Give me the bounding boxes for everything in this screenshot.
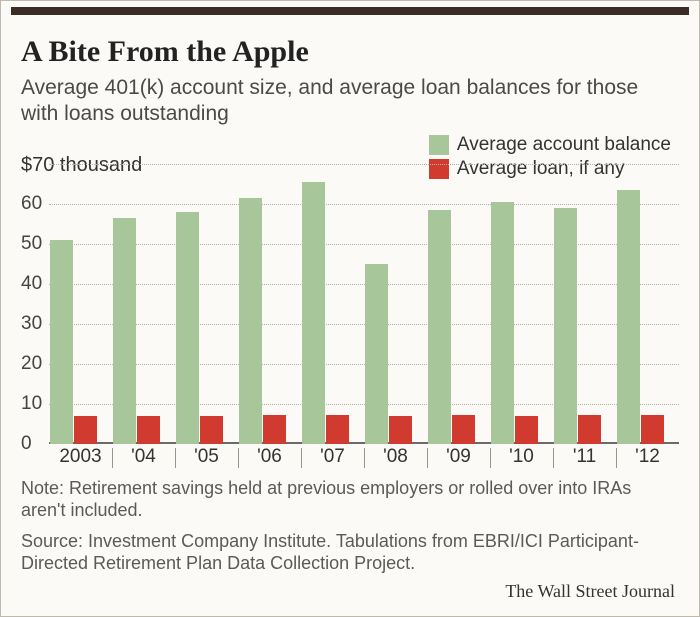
- bar-account: [176, 212, 199, 444]
- y-tick: 0: [21, 433, 47, 455]
- x-tick: '09: [446, 446, 471, 468]
- bar-account: [239, 198, 262, 444]
- bar-loan: [389, 416, 412, 444]
- chart: $70 thousand Average account balance Ave…: [21, 134, 681, 469]
- y-tick: 50: [21, 233, 47, 255]
- legend-item-account: Average account balance: [429, 134, 671, 156]
- gridline: [49, 204, 679, 205]
- x-tick: '05: [194, 446, 219, 468]
- bar-loan: [326, 415, 349, 444]
- bar-account: [113, 218, 136, 444]
- gridline: [49, 244, 679, 245]
- bar-loan: [578, 415, 601, 443]
- bar-loan: [452, 415, 475, 443]
- gridline: [49, 324, 679, 325]
- y-tick: 60: [21, 193, 47, 215]
- gridline: [49, 164, 679, 165]
- x-tick: '04: [131, 446, 156, 468]
- legend-swatch-account: [429, 135, 449, 155]
- x-tick: '10: [509, 446, 534, 468]
- bar-account: [365, 264, 388, 444]
- y-tick: 20: [21, 353, 47, 375]
- chart-title: A Bite From the Apple: [21, 35, 679, 69]
- bar-loan: [641, 415, 664, 444]
- bar-account: [491, 202, 514, 444]
- x-tick: '12: [635, 446, 660, 468]
- chart-subtitle: Average 401(k) account size, and average…: [21, 75, 679, 128]
- bar-loan: [137, 416, 160, 444]
- x-tick: '06: [257, 446, 282, 468]
- legend-label-account: Average account balance: [457, 134, 671, 156]
- x-axis-labels: 2003 '04 '05 '06 '07 '08 '09 '10 '11 '12: [49, 446, 679, 470]
- content: A Bite From the Apple Average 401(k) acc…: [1, 15, 699, 602]
- y-tick: 10: [21, 393, 47, 415]
- bar-account: [554, 208, 577, 444]
- bar-account: [50, 240, 73, 444]
- bar-loan: [200, 416, 223, 444]
- chart-card: A Bite From the Apple Average 401(k) acc…: [0, 0, 700, 617]
- chart-source: Source: Investment Company Institute. Ta…: [21, 530, 679, 575]
- y-tick: 40: [21, 273, 47, 295]
- bar-account: [302, 182, 325, 444]
- gridline: [49, 284, 679, 285]
- bar-account: [428, 210, 451, 444]
- x-tick: '11: [573, 446, 596, 468]
- bars-layer: [49, 164, 679, 444]
- top-rule: [11, 7, 689, 15]
- chart-attribution: The Wall Street Journal: [21, 581, 675, 602]
- plot-area: 0102030405060: [49, 164, 679, 444]
- bar-loan: [263, 415, 286, 443]
- gridline: [49, 364, 679, 365]
- chart-note: Note: Retirement savings held at previou…: [21, 477, 679, 522]
- gridline: [49, 404, 679, 405]
- bar-loan: [74, 416, 97, 443]
- x-tick: '08: [383, 446, 408, 468]
- bar-loan: [515, 416, 538, 444]
- x-tick: 2003: [59, 446, 101, 468]
- x-tick: '07: [320, 446, 345, 468]
- y-tick: 30: [21, 313, 47, 335]
- bar-account: [617, 190, 640, 444]
